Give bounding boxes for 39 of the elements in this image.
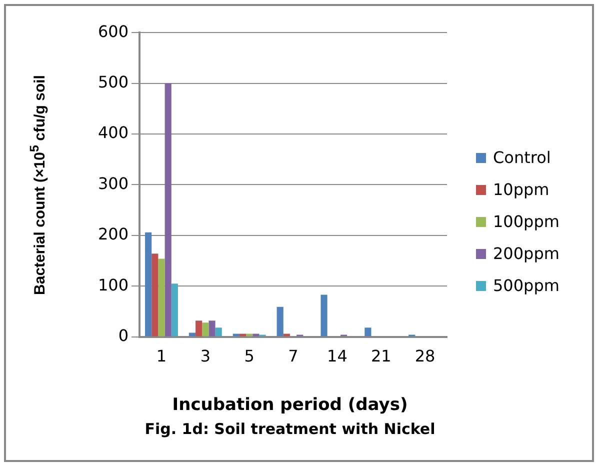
bar [196, 320, 202, 336]
x-tick-label: 28 [414, 346, 436, 366]
legend-label: 100ppm [493, 211, 560, 233]
legend-label: 10ppm [493, 179, 550, 201]
bar [232, 334, 240, 336]
x-tick-label: 7 [288, 346, 298, 366]
bar [208, 320, 216, 336]
bar [188, 332, 196, 336]
bar [171, 284, 178, 336]
bar [246, 334, 253, 336]
bar [152, 254, 158, 336]
x-tick-label: 14 [327, 346, 348, 366]
x-tick-label: 1 [156, 346, 167, 366]
bar [283, 334, 290, 336]
bar [145, 232, 152, 336]
x-tick-label: 3 [200, 346, 211, 366]
legend-label: 500ppm [493, 275, 560, 297]
y-tick-label: 600 [98, 22, 129, 41]
bar [215, 328, 222, 336]
bar [320, 294, 328, 336]
y-tick-label: 100 [98, 275, 129, 294]
caption: Fig. 1d: Soil treatment with Nickel [144, 420, 436, 438]
bar [364, 328, 372, 336]
bar [276, 306, 284, 336]
y-tick-label: 500 [98, 72, 129, 92]
bar [239, 334, 246, 336]
x-axis-title: Incubation period (days) [171, 395, 409, 415]
legend-label: 200ppm [493, 243, 560, 265]
y-tick-label: 300 [98, 174, 129, 193]
y-tick-label: 400 [98, 123, 129, 142]
y-tick-label: 200 [98, 224, 129, 244]
x-tick-label: 5 [244, 346, 254, 366]
bar [252, 334, 260, 336]
bar [158, 258, 165, 336]
bar [164, 83, 172, 336]
legend-label: Control [493, 147, 551, 169]
x-tick-label: 21 [370, 346, 392, 366]
y-tick-label: 0 [118, 326, 129, 345]
bar [202, 322, 209, 336]
